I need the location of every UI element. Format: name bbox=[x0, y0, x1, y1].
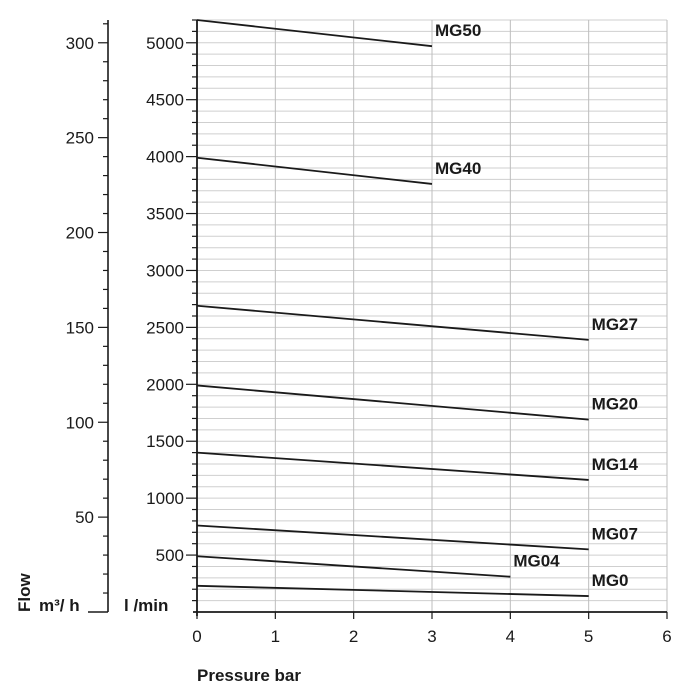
m3h-tick-label: 250 bbox=[66, 129, 94, 148]
series-label-mg20: MG20 bbox=[592, 395, 638, 414]
lmin-tick-label: 2500 bbox=[146, 318, 184, 337]
series-label-mg0: MG0 bbox=[592, 571, 629, 590]
series-line-mg20 bbox=[196, 384, 589, 421]
x-tick-label: 3 bbox=[427, 627, 436, 646]
grid bbox=[197, 19, 668, 612]
lmin-tick-label: 1500 bbox=[146, 432, 184, 451]
series-line-mg27 bbox=[196, 304, 589, 341]
series-label-mg50: MG50 bbox=[435, 21, 481, 40]
lmin-tick-label: 4500 bbox=[146, 91, 184, 110]
lmin-tick-label: 4000 bbox=[146, 148, 184, 167]
m3h-tick-label: 100 bbox=[66, 413, 94, 432]
series-line-mg50 bbox=[196, 19, 433, 48]
m3h-tick-label: 50 bbox=[75, 508, 94, 527]
series-label-mg14: MG14 bbox=[592, 455, 639, 474]
axes: 5010015020025030050010001500200025003000… bbox=[66, 19, 672, 646]
lmin-tick-label: 3500 bbox=[146, 205, 184, 224]
series-label-mg40: MG40 bbox=[435, 159, 481, 178]
series-line-mg14 bbox=[196, 451, 589, 481]
x-tick-label: 5 bbox=[584, 627, 593, 646]
series-line-mg04 bbox=[196, 555, 511, 578]
series-lines bbox=[196, 19, 589, 597]
lmin-tick-label: 3000 bbox=[146, 261, 184, 280]
x-tick-label: 0 bbox=[192, 627, 201, 646]
series-line-mg40 bbox=[196, 156, 433, 185]
m3h-tick-label: 150 bbox=[66, 318, 94, 337]
x-tick-label: 6 bbox=[662, 627, 671, 646]
units-lmin-label: l /min bbox=[124, 596, 168, 615]
series-label-mg04: MG04 bbox=[513, 552, 560, 571]
series-label-mg07: MG07 bbox=[592, 524, 638, 543]
x-tick-label: 2 bbox=[349, 627, 358, 646]
lmin-tick-label: 500 bbox=[156, 546, 184, 565]
labels: Pressure bar m³/ h l /min Flow MG50 MG40 M… bbox=[15, 21, 639, 685]
series-label-mg27: MG27 bbox=[592, 315, 638, 334]
lmin-tick-label: 2000 bbox=[146, 375, 184, 394]
lmin-tick-label: 1000 bbox=[146, 489, 184, 508]
x-tick-label: 1 bbox=[271, 627, 280, 646]
x-tick-label: 4 bbox=[506, 627, 515, 646]
x-axis-title: Pressure bar bbox=[197, 666, 301, 685]
series-line-mg07 bbox=[196, 524, 589, 551]
y-axis-title: Flow bbox=[15, 573, 34, 612]
m3h-tick-label: 200 bbox=[66, 224, 94, 243]
m3h-tick-label: 300 bbox=[66, 34, 94, 53]
units-m3h-label: m³/ h bbox=[39, 596, 80, 615]
lmin-tick-label: 5000 bbox=[146, 34, 184, 53]
series-line-mg0 bbox=[196, 584, 589, 597]
